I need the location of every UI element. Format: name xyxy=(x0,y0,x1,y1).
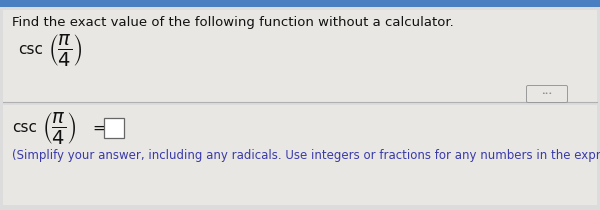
Text: $\left(\dfrac{\pi}{4}\right)$: $\left(\dfrac{\pi}{4}\right)$ xyxy=(42,110,77,146)
Bar xyxy=(104,118,124,138)
Text: Find the exact value of the following function without a calculator.: Find the exact value of the following fu… xyxy=(12,16,454,29)
Bar xyxy=(0,0,600,7)
Text: •••: ••• xyxy=(541,92,553,97)
Text: $\left(\dfrac{\pi}{4}\right)$: $\left(\dfrac{\pi}{4}\right)$ xyxy=(48,32,83,68)
Bar xyxy=(3,105,597,205)
Text: =: = xyxy=(92,121,105,135)
Bar xyxy=(3,10,597,102)
Text: csc: csc xyxy=(12,121,37,135)
Text: (Simplify your answer, including any radicals. Use integers or fractions for any: (Simplify your answer, including any rad… xyxy=(12,148,600,161)
FancyBboxPatch shape xyxy=(527,85,568,102)
Text: csc: csc xyxy=(18,42,43,58)
